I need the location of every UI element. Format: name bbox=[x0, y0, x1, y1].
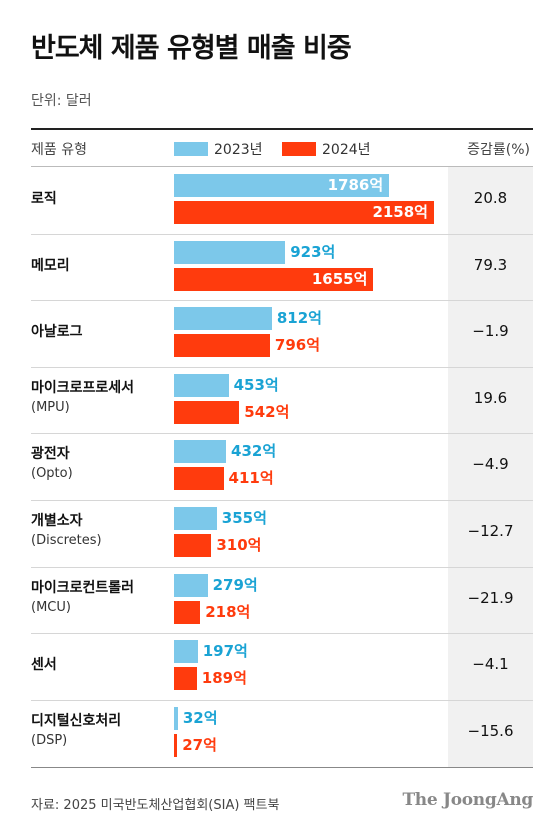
growth-rate: 79.3 bbox=[473, 256, 508, 274]
column-header-type: 제품 유형 bbox=[31, 142, 87, 158]
bar-2024 bbox=[174, 534, 212, 557]
bar-label-y24-7: 189억 bbox=[201, 669, 247, 687]
page-title: 반도체 제품 유형별 매출 비중 bbox=[31, 33, 352, 64]
category-sublabel: (MPU) bbox=[31, 400, 70, 415]
bar-label-y24-0: 2158억 bbox=[372, 203, 428, 221]
bar-label-y24-5: 310억 bbox=[216, 536, 262, 554]
bar-label-y23-4: 432억 bbox=[231, 442, 277, 460]
bar-2023 bbox=[174, 707, 178, 730]
row-separator bbox=[31, 500, 533, 501]
rate-column-background bbox=[448, 167, 533, 767]
category-label: 디지털신호처리 bbox=[31, 713, 122, 729]
bar-label-y23-5: 355억 bbox=[221, 509, 267, 527]
row-separator bbox=[31, 234, 533, 235]
unit-label: 단위: 달러 bbox=[31, 93, 92, 109]
growth-rate: 20.8 bbox=[473, 189, 508, 207]
bar-label-y24-8: 27억 bbox=[182, 736, 217, 754]
category-sublabel: (Discretes) bbox=[31, 533, 102, 548]
legend-item-2023: 2023년 bbox=[174, 139, 263, 159]
category-sublabel: (MCU) bbox=[31, 600, 71, 615]
legend-swatch-2024 bbox=[282, 142, 316, 156]
growth-rate: −21.9 bbox=[467, 589, 514, 607]
bar-label-y24-1: 1655억 bbox=[311, 270, 368, 288]
growth-rate: 19.6 bbox=[473, 389, 508, 407]
growth-rate: −15.6 bbox=[467, 722, 514, 740]
bar-2023 bbox=[174, 374, 229, 397]
category-label: 마이크로컨트롤러 bbox=[31, 580, 135, 596]
source-note: 자료: 2025 미국반도체산업협회(SIA) 팩트북 bbox=[31, 798, 280, 813]
bar-label-y23-1: 923억 bbox=[290, 243, 336, 261]
bar-2023 bbox=[174, 440, 227, 463]
category-label: 개별소자 bbox=[31, 513, 83, 529]
row-separator bbox=[31, 367, 533, 368]
row-separator bbox=[31, 567, 533, 568]
row-separator bbox=[31, 433, 533, 434]
category-label: 아날로그 bbox=[31, 324, 83, 340]
bar-label-y24-6: 218억 bbox=[205, 603, 251, 621]
legend-label-2023: 2023년 bbox=[214, 142, 263, 158]
category-label: 센서 bbox=[31, 657, 57, 673]
bar-2023 bbox=[174, 507, 217, 530]
category-label: 마이크로프로세서 bbox=[31, 380, 135, 396]
bar-label-y23-8: 32억 bbox=[182, 709, 218, 727]
bar-2024 bbox=[174, 467, 224, 490]
bar-label-y24-3: 542억 bbox=[244, 403, 290, 421]
category-label: 로직 bbox=[31, 191, 57, 207]
bar-2023 bbox=[174, 241, 286, 264]
bar-2024 bbox=[174, 667, 197, 690]
bar-2024 bbox=[174, 401, 240, 424]
legend-item-2024: 2024년 bbox=[282, 139, 371, 159]
bar-2024 bbox=[174, 601, 201, 624]
bar-label-y23-7: 197억 bbox=[202, 642, 248, 660]
bar-2024 bbox=[174, 734, 178, 757]
bar-label-y23-6: 279억 bbox=[212, 576, 258, 594]
bottom-rule bbox=[31, 767, 533, 768]
bar-2024 bbox=[174, 268, 374, 291]
bar-2024 bbox=[174, 334, 270, 357]
brand-logo: The JoongAng bbox=[402, 790, 533, 810]
header-rule bbox=[31, 166, 533, 167]
top-rule bbox=[31, 128, 533, 130]
category-label: 메모리 bbox=[31, 258, 70, 274]
category-sublabel: (DSP) bbox=[31, 733, 68, 748]
category-label: 광전자 bbox=[31, 446, 70, 462]
growth-rate: −4.1 bbox=[472, 655, 509, 673]
bar-label-y23-2: 812억 bbox=[276, 309, 322, 327]
column-header-rate: 증감률(%) bbox=[467, 142, 530, 158]
bar-2023 bbox=[174, 640, 198, 663]
category-sublabel: (Opto) bbox=[31, 466, 73, 481]
bar-2023 bbox=[174, 174, 390, 197]
bar-label-y24-2: 796억 bbox=[274, 336, 321, 354]
row-separator bbox=[31, 700, 533, 701]
growth-rate: −1.9 bbox=[472, 322, 509, 340]
bar-2023 bbox=[174, 307, 272, 330]
growth-rate: −4.9 bbox=[472, 455, 509, 473]
legend-swatch-2023 bbox=[174, 142, 208, 156]
growth-rate: −12.7 bbox=[467, 522, 514, 540]
row-separator bbox=[31, 300, 533, 301]
bar-label-y23-3: 453억 bbox=[233, 376, 279, 394]
bar-label-y23-0: 1786억 bbox=[327, 176, 384, 194]
row-separator bbox=[31, 633, 533, 634]
bar-label-y24-4: 411억 bbox=[228, 469, 274, 487]
legend-label-2024: 2024년 bbox=[322, 142, 371, 158]
bar-2023 bbox=[174, 574, 208, 597]
bar-2024 bbox=[174, 201, 434, 224]
